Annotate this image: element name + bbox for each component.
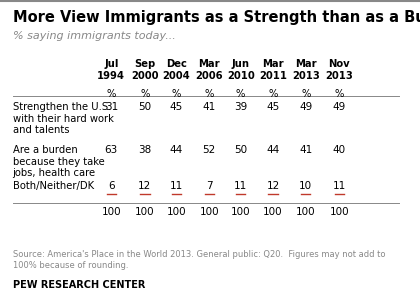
Text: 41: 41 [299,145,312,155]
Text: 63: 63 [105,145,118,155]
Text: Mar
2006: Mar 2006 [195,59,223,81]
Text: 100: 100 [135,207,155,217]
Text: %: % [335,89,344,99]
Text: Are a burden
because they take
jobs, health care: Are a burden because they take jobs, hea… [13,145,104,178]
Text: Mar
2011: Mar 2011 [259,59,287,81]
Text: More View Immigrants as a Strength than as a Burden: More View Immigrants as a Strength than … [13,10,420,25]
Text: 44: 44 [170,145,183,155]
Text: 12: 12 [266,181,280,191]
Text: 50: 50 [138,102,152,112]
Text: 45: 45 [266,102,280,112]
Text: 11: 11 [170,181,183,191]
Text: PEW RESEARCH CENTER: PEW RESEARCH CENTER [13,280,145,290]
Text: 40: 40 [333,145,346,155]
Text: Jul
1994: Jul 1994 [97,59,125,81]
Text: Strengthen the U.S.
with their hard work
and talents: Strengthen the U.S. with their hard work… [13,102,113,135]
Text: % saying immigrants today...: % saying immigrants today... [13,31,176,41]
Text: 50: 50 [234,145,247,155]
Text: 31: 31 [105,102,118,112]
Text: 100: 100 [330,207,349,217]
Text: 49: 49 [299,102,312,112]
Text: 44: 44 [266,145,280,155]
Text: 7: 7 [206,181,213,191]
Text: 39: 39 [234,102,247,112]
Text: %: % [205,89,214,99]
Text: 12: 12 [138,181,152,191]
Text: %: % [140,89,150,99]
Text: 100: 100 [231,207,250,217]
Text: Mar
2013: Mar 2013 [292,59,320,81]
Text: Jun
2010: Jun 2010 [227,59,255,81]
Text: 100: 100 [167,207,186,217]
Text: 45: 45 [170,102,183,112]
Text: Nov
2013: Nov 2013 [326,59,353,81]
Text: Both/Neither/DK: Both/Neither/DK [13,181,94,191]
Text: Dec
2004: Dec 2004 [163,59,190,81]
Text: 10: 10 [299,181,312,191]
Text: 11: 11 [234,181,247,191]
Text: 100: 100 [263,207,283,217]
Text: %: % [107,89,116,99]
Text: %: % [301,89,310,99]
Text: %: % [172,89,181,99]
Text: Sep
2000: Sep 2000 [131,59,159,81]
Text: 49: 49 [333,102,346,112]
Text: 100: 100 [296,207,315,217]
Text: %: % [236,89,245,99]
Text: %: % [268,89,278,99]
Text: 6: 6 [108,181,115,191]
Text: 100: 100 [200,207,219,217]
Text: 11: 11 [333,181,346,191]
Text: 41: 41 [202,102,216,112]
Text: 100: 100 [102,207,121,217]
Text: Source: America's Place in the World 2013. General public: Q20.  Figures may not: Source: America's Place in the World 201… [13,250,385,270]
Text: 38: 38 [138,145,152,155]
Text: 52: 52 [202,145,216,155]
